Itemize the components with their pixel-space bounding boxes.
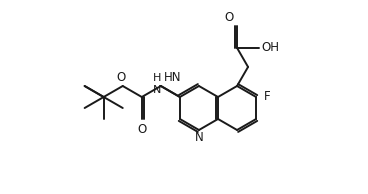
Text: OH: OH [261, 41, 279, 54]
Text: O: O [116, 71, 125, 84]
Text: H
N: H N [152, 73, 161, 95]
Text: HN: HN [164, 71, 181, 84]
Text: O: O [225, 11, 234, 24]
Text: F: F [264, 90, 271, 104]
Text: O: O [137, 123, 146, 136]
Text: N: N [195, 131, 204, 144]
